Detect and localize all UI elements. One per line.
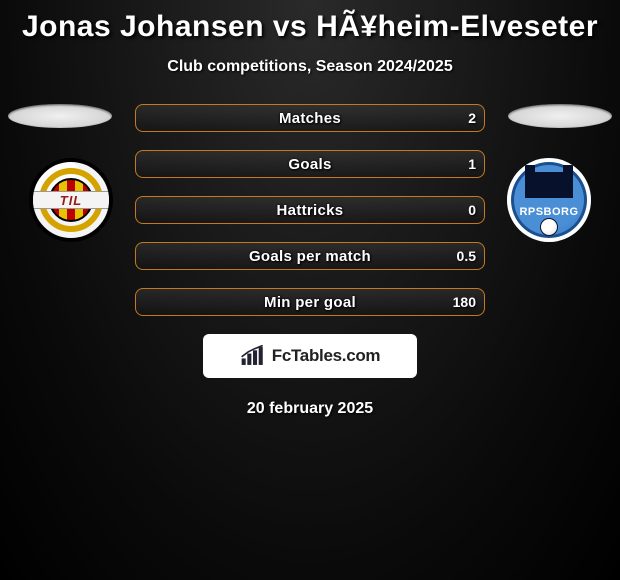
left-club-badge: TIL (22, 158, 120, 242)
stat-right-value: 180 (453, 294, 476, 310)
til-badge-icon: TIL (29, 158, 113, 242)
snapshot-date: 20 february 2025 (0, 400, 620, 418)
stat-label: Min per goal (264, 294, 356, 311)
logo-text: FcTables.com (272, 346, 381, 366)
castle-icon (529, 172, 569, 198)
til-band-text: TIL (33, 191, 109, 209)
right-club-badge: RPSBORG (500, 158, 598, 242)
stat-label: Goals (288, 156, 331, 173)
fctables-logo: FcTables.com (203, 334, 417, 378)
sarpsborg-badge-icon: RPSBORG (507, 158, 591, 242)
stat-right-value: 2 (468, 110, 476, 126)
stat-row-gpm: Goals per match 0.5 (135, 242, 485, 270)
ball-icon (540, 218, 558, 236)
stat-label: Hattricks (277, 202, 344, 219)
stat-row-hattricks: Hattricks 0 (135, 196, 485, 224)
left-player-slot (8, 104, 112, 128)
stat-row-matches: Matches 2 (135, 104, 485, 132)
stat-label: Goals per match (249, 248, 371, 265)
stat-label: Matches (279, 110, 341, 127)
right-player-slot (508, 104, 612, 128)
page-title: Jonas Johansen vs HÃ¥heim-Elveseter (0, 0, 620, 44)
stat-right-value: 0.5 (457, 248, 476, 264)
subtitle: Club competitions, Season 2024/2025 (0, 58, 620, 76)
stat-right-value: 1 (468, 156, 476, 172)
stat-row-min-per-goal: Min per goal 180 (135, 288, 485, 316)
bar-chart-icon (240, 345, 266, 367)
stat-rows: Matches 2 Goals 1 Hattricks 0 Goals per … (135, 104, 485, 316)
stat-row-goals: Goals 1 (135, 150, 485, 178)
stat-right-value: 0 (468, 202, 476, 218)
sarpsborg-text: RPSBORG (507, 206, 591, 218)
comparison-panel: TIL RPSBORG Matches 2 Goals 1 Hattricks … (0, 104, 620, 418)
